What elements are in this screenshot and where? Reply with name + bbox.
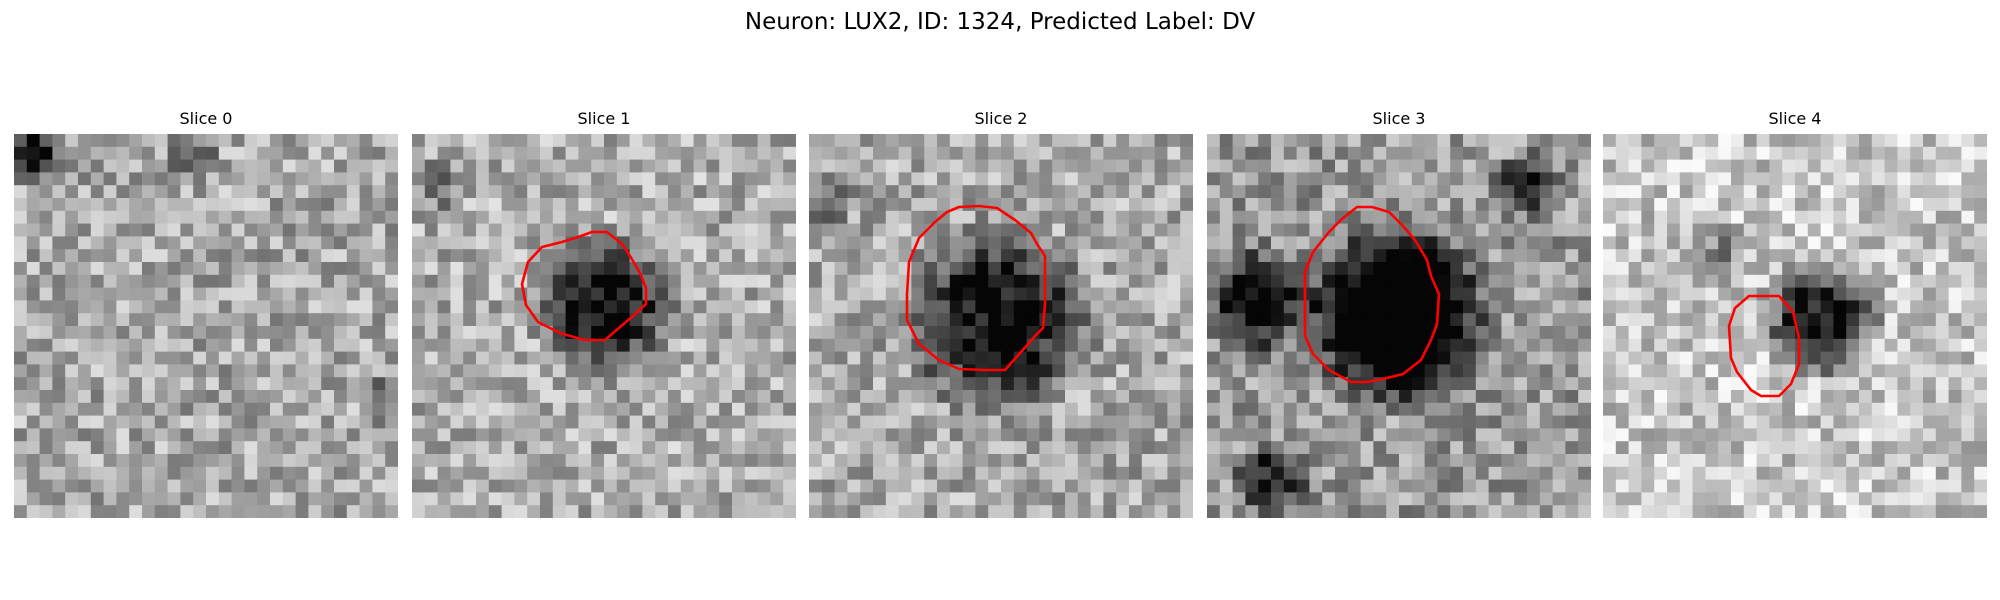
slice-2-image: [809, 134, 1193, 518]
slice-3-canvas: [1207, 134, 1591, 518]
slice-1-canvas: [412, 134, 796, 518]
slice-3-title: Slice 3: [1372, 109, 1426, 128]
slice-2-roi-contour: [905, 204, 1047, 372]
slice-3-pixels: [1207, 134, 1591, 518]
slice-0-canvas: [14, 134, 398, 518]
slice-1-image: [412, 134, 796, 518]
slice-2-title: Slice 2: [974, 109, 1028, 128]
slice-1-title: Slice 1: [577, 109, 631, 128]
slice-1-roi-contour: [520, 230, 648, 342]
slice-4-image: [1603, 134, 1987, 518]
slice-0-pixels: [14, 134, 398, 518]
slice-4-title: Slice 4: [1768, 109, 1822, 128]
slice-1-pixels: [412, 134, 796, 518]
slice-0-title: Slice 0: [179, 109, 233, 128]
slice-2-pixels: [809, 134, 1193, 518]
slice-4-canvas: [1603, 134, 1987, 518]
figure-title: Neuron: LUX2, ID: 1324, Predicted Label:…: [744, 9, 1256, 35]
slice-0-image: [14, 134, 398, 518]
slice-2-canvas: [809, 134, 1193, 518]
slice-4-roi-contour: [1727, 294, 1801, 398]
slice-4-pixels: [1603, 134, 1987, 518]
slice-3-image: [1207, 134, 1591, 518]
slice-3-roi-contour: [1303, 205, 1441, 384]
